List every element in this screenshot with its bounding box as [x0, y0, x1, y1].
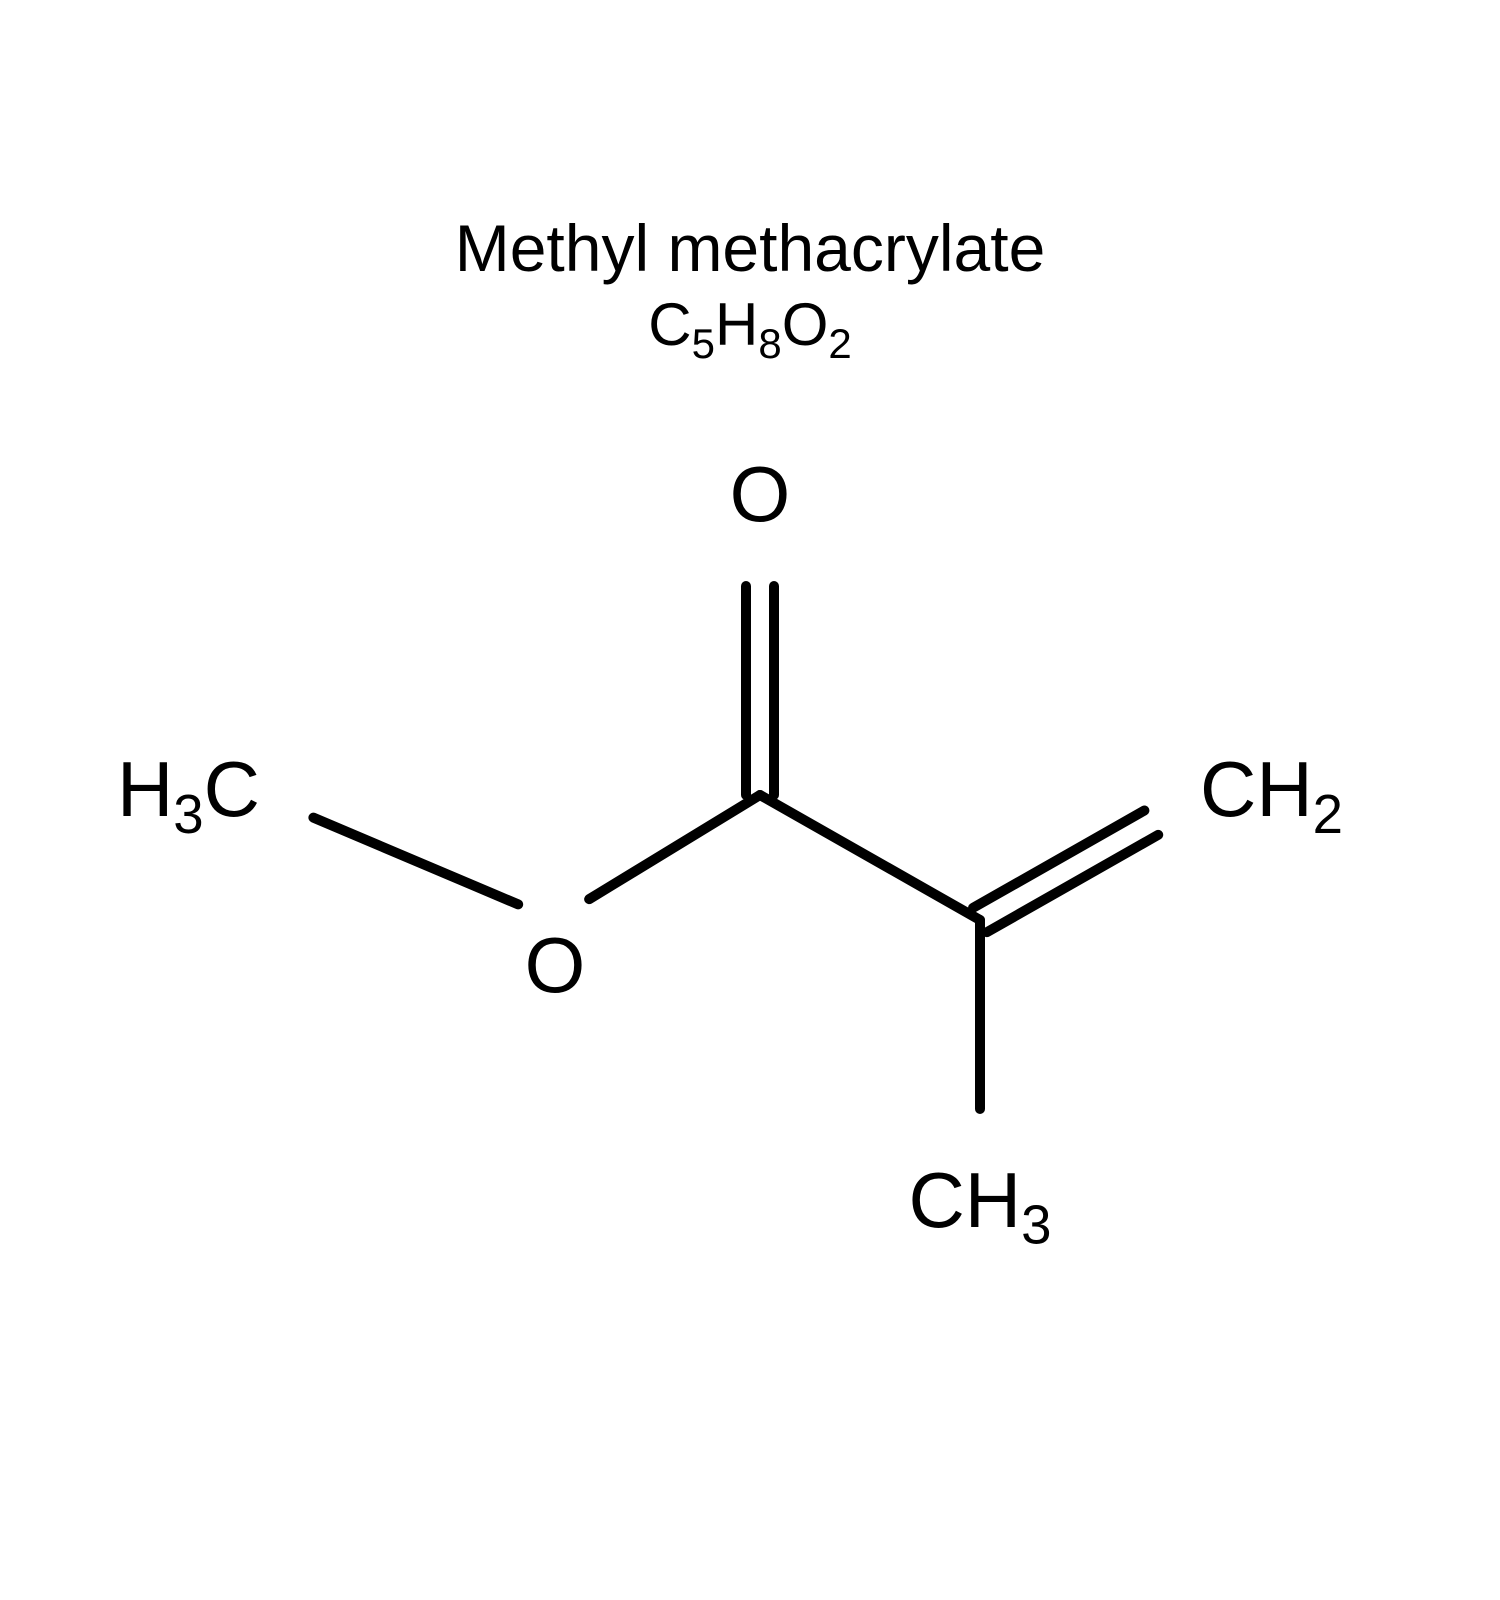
atom-O_eth: O	[525, 920, 586, 1011]
atom-CH2: CH2	[1200, 744, 1343, 846]
atom-O_dbl: O	[730, 449, 791, 540]
atom-H3C: H3C	[117, 744, 260, 846]
atom-CH3: CH3	[908, 1155, 1051, 1257]
